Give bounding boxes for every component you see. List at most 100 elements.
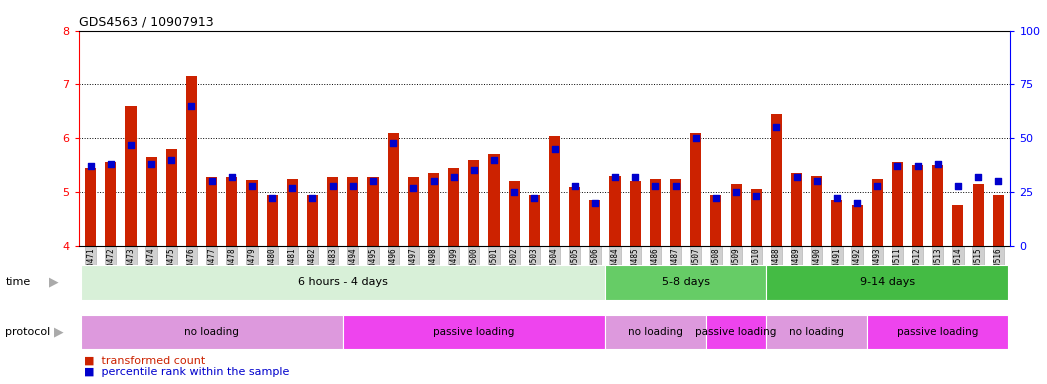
- Bar: [771, 114, 782, 246]
- Point: [183, 103, 200, 109]
- Bar: [706, 315, 766, 349]
- Text: ■  transformed count: ■ transformed count: [84, 356, 205, 366]
- Text: passive loading: passive loading: [897, 327, 979, 337]
- Text: time: time: [5, 277, 30, 287]
- Point: [728, 189, 744, 195]
- Bar: [912, 165, 923, 246]
- Point: [364, 178, 381, 184]
- Bar: [892, 162, 903, 246]
- Bar: [751, 189, 762, 246]
- Bar: [206, 177, 217, 246]
- Point: [203, 178, 220, 184]
- Bar: [690, 133, 701, 246]
- Point: [708, 195, 725, 202]
- Bar: [629, 181, 641, 246]
- Point: [284, 185, 300, 191]
- Text: no loading: no loading: [628, 327, 683, 337]
- Point: [103, 161, 119, 167]
- Bar: [831, 200, 843, 246]
- Bar: [570, 187, 580, 246]
- Point: [445, 174, 462, 180]
- Point: [83, 163, 99, 169]
- Text: ■  percentile rank within the sample: ■ percentile rank within the sample: [84, 367, 289, 377]
- Point: [970, 174, 986, 180]
- Point: [264, 195, 281, 202]
- Bar: [605, 315, 706, 349]
- Point: [606, 174, 623, 180]
- Point: [405, 185, 422, 191]
- Point: [122, 142, 139, 148]
- Bar: [307, 195, 318, 246]
- Text: passive loading: passive loading: [695, 327, 777, 337]
- Bar: [932, 165, 943, 246]
- Bar: [489, 154, 499, 246]
- Bar: [731, 184, 741, 246]
- Point: [425, 178, 442, 184]
- Point: [909, 163, 926, 169]
- Point: [768, 124, 785, 131]
- Text: 6 hours - 4 days: 6 hours - 4 days: [297, 277, 387, 287]
- Point: [385, 139, 402, 146]
- Text: 5-8 days: 5-8 days: [662, 277, 710, 287]
- Bar: [146, 157, 157, 246]
- Text: passive loading: passive loading: [433, 327, 514, 337]
- Bar: [428, 173, 439, 246]
- Bar: [872, 179, 883, 246]
- Bar: [792, 173, 802, 246]
- Point: [687, 135, 704, 141]
- Point: [828, 195, 845, 202]
- Bar: [81, 315, 342, 349]
- Bar: [549, 136, 560, 246]
- Point: [244, 182, 261, 189]
- Point: [547, 146, 563, 152]
- Text: ▶: ▶: [49, 276, 59, 289]
- Bar: [246, 180, 258, 246]
- Bar: [973, 184, 983, 246]
- Bar: [605, 265, 766, 300]
- Point: [344, 182, 361, 189]
- Bar: [342, 315, 605, 349]
- Point: [627, 174, 644, 180]
- Bar: [811, 176, 822, 246]
- Point: [748, 193, 764, 199]
- Point: [930, 161, 946, 167]
- Bar: [226, 177, 238, 246]
- Point: [849, 200, 866, 206]
- Point: [950, 182, 966, 189]
- Point: [586, 200, 603, 206]
- Text: protocol: protocol: [5, 327, 50, 337]
- Bar: [106, 162, 116, 246]
- Point: [466, 167, 483, 174]
- Bar: [851, 205, 863, 246]
- Point: [566, 182, 583, 189]
- Bar: [448, 168, 460, 246]
- Bar: [367, 177, 379, 246]
- Bar: [766, 315, 867, 349]
- Point: [889, 163, 906, 169]
- Bar: [589, 200, 600, 246]
- Bar: [609, 176, 621, 246]
- Bar: [126, 106, 136, 246]
- Point: [486, 157, 503, 163]
- Point: [142, 161, 159, 167]
- Bar: [710, 195, 721, 246]
- Bar: [81, 265, 605, 300]
- Text: GDS4563 / 10907913: GDS4563 / 10907913: [79, 15, 214, 28]
- Bar: [348, 177, 358, 246]
- Point: [506, 189, 522, 195]
- Point: [304, 195, 320, 202]
- Bar: [529, 195, 540, 246]
- Point: [788, 174, 805, 180]
- Text: no loading: no loading: [184, 327, 239, 337]
- Text: 9-14 days: 9-14 days: [860, 277, 915, 287]
- Bar: [993, 195, 1004, 246]
- Text: no loading: no loading: [789, 327, 844, 337]
- Bar: [670, 179, 682, 246]
- Text: ▶: ▶: [54, 326, 64, 339]
- Bar: [867, 315, 1008, 349]
- Bar: [407, 177, 419, 246]
- Point: [667, 182, 684, 189]
- Point: [325, 182, 341, 189]
- Bar: [287, 179, 297, 246]
- Bar: [468, 160, 480, 246]
